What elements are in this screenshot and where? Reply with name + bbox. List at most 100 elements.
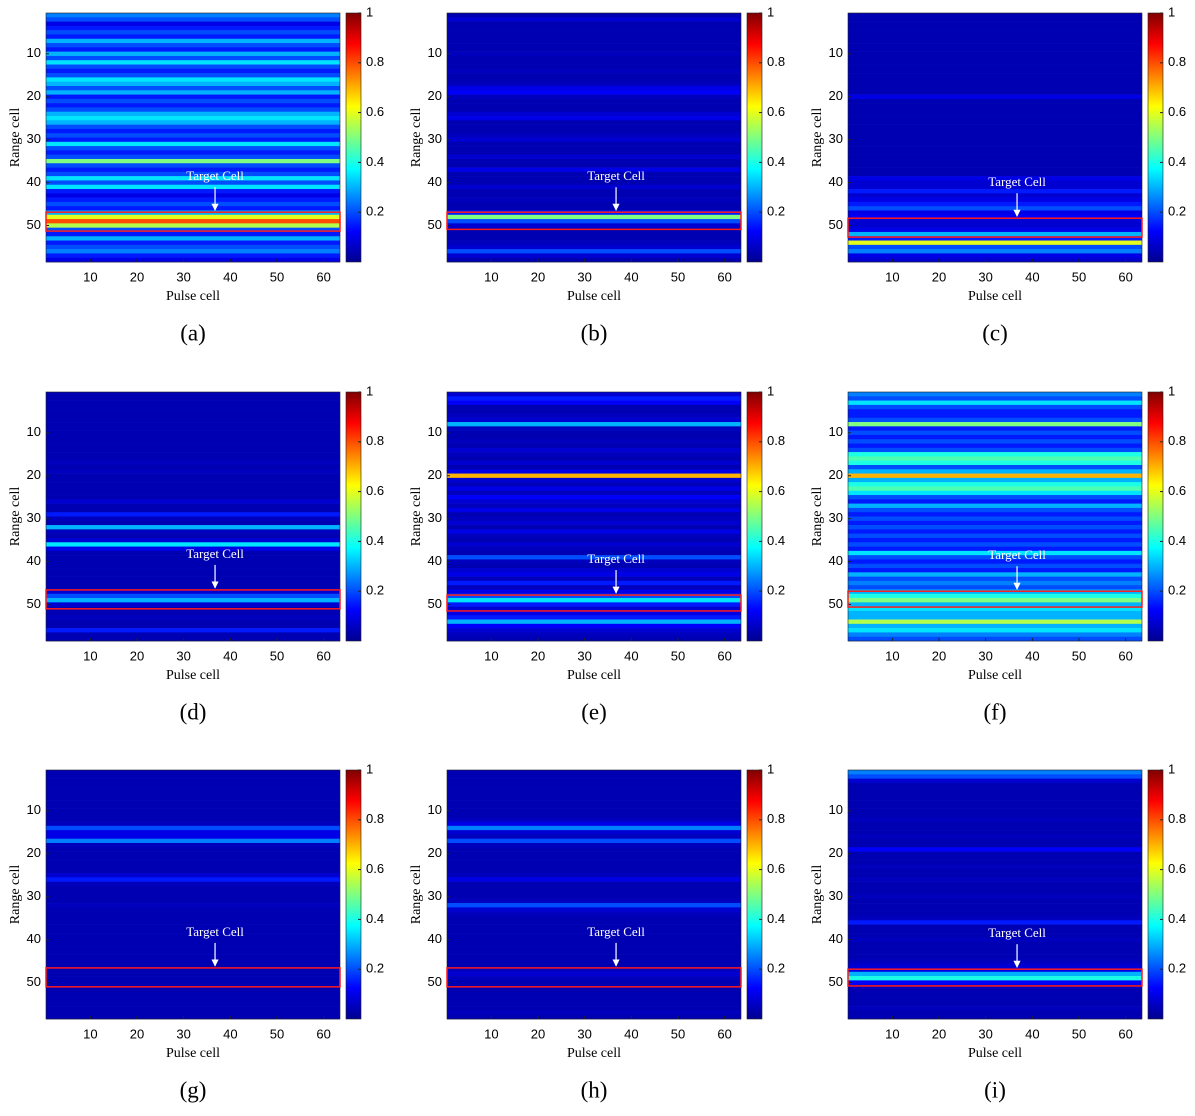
heatmap-row	[46, 223, 340, 228]
heatmap-row	[848, 864, 1142, 870]
heatmap-row	[447, 452, 741, 457]
heatmap-row	[447, 954, 741, 960]
colorbar-tick-label: 0.6	[366, 483, 384, 498]
heatmap-row	[46, 881, 340, 887]
heatmap-row	[848, 855, 1142, 861]
target-box	[45, 211, 341, 232]
heatmap-row	[46, 598, 340, 603]
heatmap-row	[46, 400, 340, 406]
colorbar-tick-label: 0.8	[1168, 54, 1186, 69]
heatmap-row	[46, 51, 340, 57]
y-tick-label: 30	[27, 510, 41, 525]
heatmap-row	[46, 219, 340, 224]
y-tick-label: 10	[428, 424, 442, 439]
heatmap-row	[848, 563, 1142, 569]
heatmap-row	[447, 21, 741, 27]
heatmap-row	[848, 825, 1142, 831]
heatmap-row	[848, 559, 1142, 565]
y-axis-label: Range cell	[810, 865, 825, 925]
x-tick-label: 40	[223, 1026, 237, 1041]
heatmap-row	[46, 98, 340, 104]
heatmap-row	[447, 499, 741, 504]
heatmap-row	[447, 928, 741, 934]
heatmap-row	[46, 396, 340, 401]
y-tick-label: 30	[428, 888, 442, 903]
heatmap-row	[447, 868, 741, 874]
heatmap-row	[46, 885, 340, 891]
heatmap-row	[848, 808, 1142, 814]
y-tick-label: 40	[829, 553, 843, 568]
heatmap-row	[46, 47, 340, 52]
heatmap-row	[848, 124, 1142, 130]
heatmap-row	[447, 1010, 741, 1016]
heatmap-row	[447, 559, 741, 565]
y-tick-label: 50	[829, 974, 843, 989]
heatmap-row	[447, 103, 741, 108]
heatmap-row	[447, 623, 741, 629]
x-tick-label: 30	[176, 269, 190, 284]
heatmap-row	[848, 120, 1142, 125]
heatmap-row	[848, 503, 1142, 509]
heatmap-row	[848, 98, 1142, 104]
heatmap-row	[848, 606, 1142, 612]
target-box	[847, 217, 1143, 238]
colorbar-tick-label: 0.4	[767, 911, 785, 926]
colorbar-tick-label: 0.8	[767, 433, 785, 448]
heatmap-row	[447, 120, 741, 125]
heatmap-row	[46, 154, 340, 160]
annotation: Target Cell	[988, 174, 1046, 189]
heatmap-row	[46, 615, 340, 620]
heatmap-row	[46, 507, 340, 513]
x-tick-label: 40	[1025, 1026, 1039, 1041]
heatmap-row	[46, 954, 340, 960]
heatmap-row	[848, 924, 1142, 930]
x-tick-label: 60	[717, 269, 731, 284]
panel-caption: (c)	[982, 320, 1008, 345]
heatmap-row	[46, 430, 340, 436]
heatmap-row	[848, 30, 1142, 35]
heatmap-row	[848, 128, 1142, 134]
heatmap-row	[848, 971, 1142, 977]
heatmap-row	[848, 38, 1142, 44]
colorbar-tick-label: 0.8	[1168, 433, 1186, 448]
heatmap-row	[848, 817, 1142, 822]
x-tick-label: 20	[932, 1026, 946, 1041]
y-tick-label: 30	[27, 888, 41, 903]
plot-frame	[446, 391, 742, 642]
x-tick-label: 20	[932, 648, 946, 663]
heatmap-row	[848, 482, 1142, 487]
y-tick-label: 20	[428, 845, 442, 860]
heatmap-row	[447, 847, 741, 852]
heatmap-row	[848, 851, 1142, 857]
heatmap-row	[848, 231, 1142, 237]
heatmap-row	[447, 512, 741, 517]
heatmap-panel: 10 20 30 40 50 60 10 20 30 40 50 Pulse cell Range ce…	[810, 383, 1186, 724]
heatmap-row	[447, 150, 741, 155]
heatmap-row	[46, 976, 340, 981]
heatmap-row	[46, 804, 340, 809]
heatmap-panel: 10 20 30 40 50 60 10 20 30 40 50 Pulse cell Range ce…	[409, 761, 785, 1102]
heatmap-row	[46, 933, 340, 938]
heatmap-row	[46, 628, 340, 633]
panel-caption: (i)	[984, 1077, 1006, 1102]
heatmap-row	[447, 486, 741, 492]
x-axis-label: Pulse cell	[166, 1046, 220, 1061]
heatmap-row	[848, 13, 1142, 18]
heatmap-row	[46, 469, 340, 474]
heatmap-row	[447, 244, 741, 250]
heatmap-row	[848, 550, 1142, 556]
heatmap-row	[46, 111, 340, 117]
heatmap-row	[447, 180, 741, 186]
heatmap-row	[46, 197, 340, 203]
y-axis-label: Range cell	[810, 487, 825, 547]
heatmap-row	[848, 525, 1142, 530]
colorbar-tick-label: 0.4	[366, 911, 384, 926]
heatmap-row	[46, 1014, 340, 1020]
y-tick-label: 20	[829, 88, 843, 103]
heatmap-row	[46, 137, 340, 143]
heatmap-row	[46, 516, 340, 522]
heatmap-row	[848, 253, 1142, 259]
heatmap-row	[46, 13, 340, 18]
heatmap-row	[46, 116, 340, 121]
heatmap-row	[46, 632, 340, 638]
